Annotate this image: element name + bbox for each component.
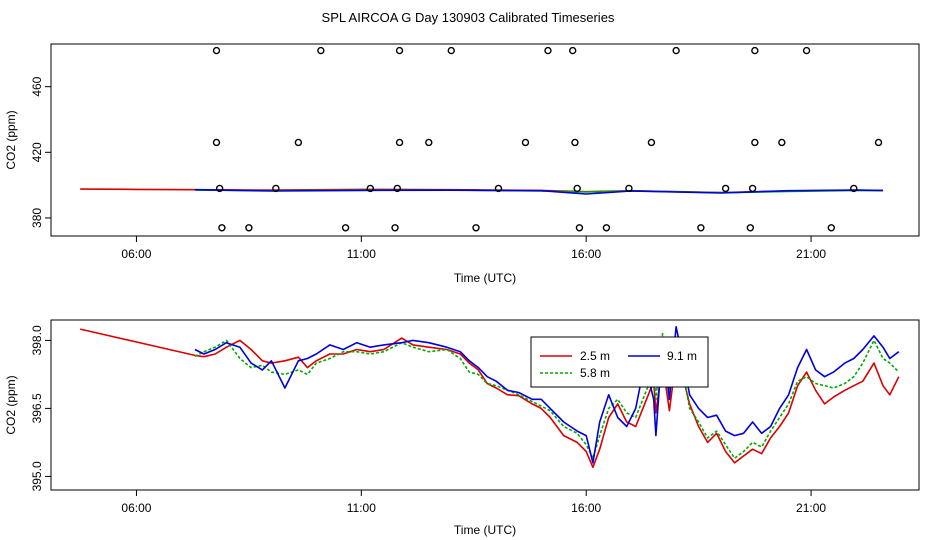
scatter-point (272, 184, 280, 193)
scatter-point (850, 184, 858, 193)
scatter-point (625, 184, 633, 193)
scatter-point (568, 46, 577, 55)
scatter-point (215, 184, 224, 193)
scatter-point (802, 46, 811, 55)
top-y-axis: 380 420 460 (30, 76, 51, 228)
top-panel: 06:00 11:00 16:00 21:00 380 420 460 Time (UTC… (4, 43, 920, 285)
scatter-point (447, 46, 455, 55)
scatter-point (571, 138, 579, 147)
y-tick-label: 420 (30, 142, 44, 162)
scatter-point (395, 138, 404, 147)
chart-title: SPL AIRCOA G Day 130903 Calibrated Times… (322, 10, 615, 25)
bottom-plot-frame (50, 319, 920, 491)
scatter-point (494, 184, 503, 193)
top-series-lines (80, 188, 884, 195)
scatter-point (874, 138, 883, 147)
scatter-point (778, 138, 786, 147)
scatter-point (575, 224, 584, 232)
x-tick-label: 16:00 (571, 501, 601, 515)
scatter-point (697, 224, 705, 232)
series-line-red (80, 328, 900, 469)
scatter-point (751, 46, 759, 55)
x-tick-label: 21:00 (796, 501, 826, 515)
scatter-point (521, 138, 530, 147)
series-line-blue (194, 325, 900, 464)
top-scatter-points (212, 46, 883, 232)
legend-box (530, 336, 709, 388)
x-tick-label: 06:00 (121, 247, 151, 261)
scatter-point (748, 184, 757, 193)
scatter-point (672, 46, 680, 55)
scatter-point (395, 46, 404, 55)
scatter-point (212, 46, 221, 55)
series-line-blue (194, 188, 884, 195)
x-tick-label: 21:00 (796, 247, 826, 261)
scatter-point (751, 138, 759, 147)
top-x-axis: 06:00 11:00 16:00 21:00 (121, 236, 826, 261)
scatter-point (573, 184, 581, 193)
top-x-axis-label: Time (UTC) (454, 271, 516, 285)
top-y-axis-label: CO2 (ppm) (4, 110, 18, 169)
scatter-point (721, 184, 730, 193)
x-tick-label: 06:00 (121, 501, 151, 515)
scatter-point (212, 138, 221, 147)
scatter-point (391, 224, 399, 232)
scatter-point (746, 224, 755, 232)
legend-label-5-8m: 5.8 m (580, 366, 610, 380)
legend-label-9-1m: 9.1 m (667, 349, 697, 363)
bottom-panel: 06:00 11:00 16:00 21:00 395.0 396.5 398.0 2.5… (4, 319, 920, 537)
legend: 2.5 m 5.8 m 9.1 m (530, 336, 709, 388)
scatter-point (317, 46, 325, 55)
x-tick-label: 11:00 (347, 247, 376, 261)
scatter-point (472, 224, 480, 232)
y-tick-label: 380 (30, 208, 44, 228)
y-tick-label: 398.0 (30, 325, 44, 355)
scatter-point (425, 138, 433, 147)
legend-label-2-5m: 2.5 m (580, 349, 610, 363)
scatter-point (294, 138, 303, 147)
y-tick-label: 395.0 (30, 461, 44, 491)
scatter-point (218, 224, 226, 232)
scatter-point (602, 224, 611, 232)
scatter-point (245, 224, 253, 232)
y-tick-label: 460 (30, 76, 44, 96)
scatter-point (341, 224, 350, 232)
x-tick-label: 16:00 (571, 247, 601, 261)
top-plot-frame (50, 43, 920, 237)
scatter-point (827, 224, 836, 232)
scatter-point (647, 138, 656, 147)
bottom-y-axis: 395.0 396.5 398.0 (30, 325, 51, 491)
bottom-y-axis-label: CO2 (ppm) (4, 375, 18, 434)
y-tick-label: 396.5 (30, 393, 44, 423)
series-line-green (194, 332, 900, 460)
scatter-point (544, 46, 552, 55)
x-tick-label: 11:00 (347, 501, 376, 515)
bottom-x-axis: 06:00 11:00 16:00 21:00 (121, 490, 826, 515)
scatter-point (393, 184, 402, 193)
bottom-x-axis-label: Time (UTC) (454, 523, 516, 537)
scatter-point (366, 184, 375, 193)
bottom-series-lines (80, 325, 900, 469)
